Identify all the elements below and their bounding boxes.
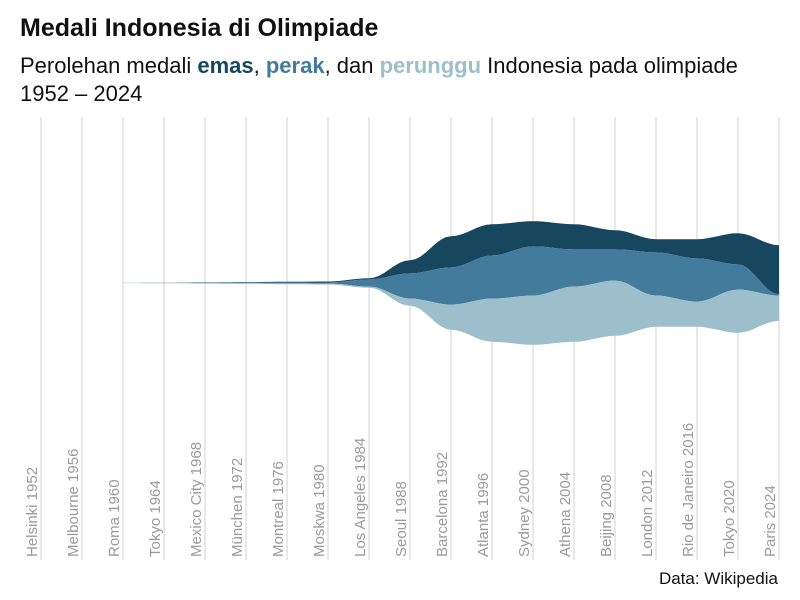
- chart-subtitle: Perolehan medali emas, perak, dan perung…: [20, 52, 740, 108]
- legend-silver-label: perak: [265, 53, 325, 78]
- legend-gold-label: emas: [197, 53, 254, 78]
- x-tick-label: Athena 2004: [557, 472, 574, 557]
- x-tick-label: Helsinki 1952: [24, 467, 41, 557]
- x-tick-label: Montreal 1976: [270, 461, 287, 557]
- subtitle-separator-1: ,: [253, 53, 266, 78]
- legend-bronze-label: perunggu: [379, 53, 482, 78]
- x-tick-label: Paris 2024: [762, 485, 779, 557]
- stream-layer-perak: [123, 246, 779, 305]
- x-tick-label: Tokyo 2020: [721, 480, 738, 557]
- subtitle-separator-2: , dan: [324, 53, 380, 78]
- x-tick-label: Barcelona 1992: [434, 452, 451, 557]
- x-tick-labels: Helsinki 1952 Melbourne 1956 Roma 1960 Toky…: [24, 423, 779, 557]
- x-tick-label: Tokyo 1964: [147, 480, 164, 557]
- x-tick-label: Moskwa 1980: [311, 464, 328, 557]
- x-tick-label: Rio de Janeiro 2016: [680, 423, 697, 557]
- x-tick-label: Roma 1960: [106, 479, 123, 557]
- x-tick-label: Mexico City 1968: [188, 442, 205, 557]
- x-tick-label: Melbourne 1956: [65, 449, 82, 557]
- x-tick-label: London 2012: [639, 469, 656, 557]
- stream-layer-perunggu: [123, 280, 779, 345]
- x-tick-label: München 1972: [229, 458, 246, 557]
- subtitle-prefix: Perolehan medali: [20, 53, 198, 78]
- x-tick-label: Seoul 1988: [393, 481, 410, 557]
- source-caption: Data: Wikipedia: [658, 569, 778, 588]
- x-tick-label: Beijing 2008: [598, 474, 615, 557]
- x-tick-label: Sydney 2000: [516, 469, 533, 557]
- stream-layer-emas: [123, 221, 779, 295]
- chart-title: Medali Indonesia di Olimpiade: [20, 14, 379, 42]
- subtitle-suffix: Indonesia pada olimpiade 1952 – 2024: [20, 53, 738, 106]
- x-tick-label: Los Angeles 1984: [352, 438, 369, 557]
- stream-areas: [123, 221, 779, 345]
- x-tick-label: Atlanta 1996: [475, 473, 492, 557]
